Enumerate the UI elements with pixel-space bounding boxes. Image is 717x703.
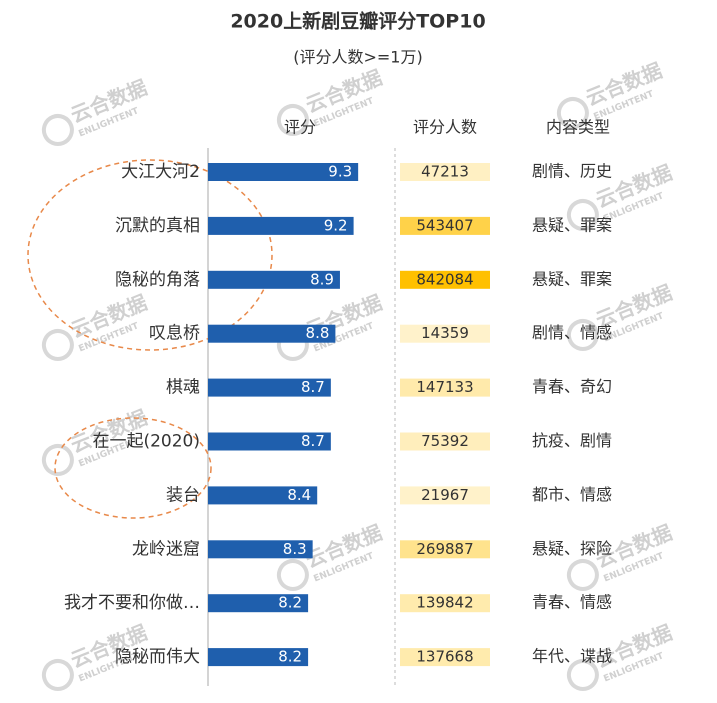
- genre-label: 悬疑、罪案: [532, 269, 612, 288]
- watermark-logo: [566, 318, 599, 351]
- bar: [208, 270, 340, 289]
- watermark-logo: [556, 96, 589, 129]
- y-tick-label: 在一起(2020): [92, 432, 200, 452]
- data-label: 8.2: [278, 594, 302, 612]
- column-header: 内容类型: [546, 118, 610, 137]
- bar: [208, 540, 313, 559]
- data-label: 9.2: [324, 216, 348, 234]
- data-label: 9.3: [328, 163, 352, 181]
- y-tick-label: 我才不要和你做…: [64, 593, 200, 613]
- genre-label: 剧情、历史: [532, 162, 612, 181]
- count-cell: [400, 216, 490, 235]
- count-cell: [400, 648, 490, 667]
- genre-label: 剧情、情感: [532, 323, 612, 342]
- count-label: 147133: [416, 378, 473, 396]
- watermark-logo: [41, 443, 74, 476]
- count-label: 21967: [421, 486, 469, 504]
- watermark-logo: [41, 658, 74, 691]
- data-label: 8.4: [287, 486, 311, 504]
- genre-label: 悬疑、罪案: [532, 215, 612, 234]
- y-tick-label: 龙岭迷窟: [132, 539, 200, 559]
- count-cell: [400, 324, 490, 343]
- count-label: 269887: [416, 540, 473, 558]
- bar: [208, 432, 331, 451]
- data-label: 8.7: [301, 378, 325, 396]
- y-tick-label: 隐秘而伟大: [115, 647, 200, 667]
- genre-label: 年代、谍战: [532, 647, 612, 666]
- count-cell: [400, 486, 490, 505]
- count-label: 47213: [421, 163, 469, 181]
- count-label: 139842: [416, 594, 473, 612]
- count-label: 137668: [416, 648, 473, 666]
- highlight-circle: [27, 159, 273, 351]
- count-label: 14359: [421, 324, 469, 342]
- count-label: 75392: [421, 432, 469, 450]
- bar: [208, 324, 336, 343]
- bar: [208, 594, 309, 613]
- watermark-logo: [41, 113, 74, 146]
- watermark-logo: [276, 103, 309, 136]
- count-cell: [400, 378, 490, 397]
- highlight-circle: [54, 417, 212, 519]
- watermark-logo: [276, 558, 309, 591]
- count-cell: [400, 540, 490, 559]
- bar: [208, 378, 331, 397]
- data-label: 8.9: [310, 270, 334, 288]
- count-cell: [400, 432, 490, 451]
- watermark-logo: [566, 658, 599, 691]
- count-label: 543407: [416, 216, 473, 234]
- column-header: 评分人数: [413, 118, 477, 137]
- watermark-logo: [41, 328, 74, 361]
- count-cell: [400, 163, 490, 181]
- watermark-logo: [566, 198, 599, 231]
- genre-label: 青春、奇幻: [532, 377, 612, 396]
- y-tick-label: 叹息桥: [149, 324, 200, 344]
- bar: [208, 486, 318, 505]
- genre-label: 青春、情感: [532, 593, 612, 612]
- y-tick-label: 沉默的真相: [115, 216, 200, 236]
- bar: [208, 163, 359, 181]
- y-tick-label: 大江大河2: [121, 162, 200, 182]
- y-tick-label: 隐秘的角落: [115, 270, 200, 290]
- bar: [208, 648, 309, 667]
- count-cell: [400, 594, 490, 613]
- data-label: 8.8: [306, 324, 330, 342]
- data-label: 8.3: [283, 540, 307, 558]
- count-label: 842084: [416, 270, 473, 288]
- watermark-logo: [566, 558, 599, 591]
- data-label: 8.2: [278, 648, 302, 666]
- data-label: 8.7: [301, 432, 325, 450]
- bar: [208, 216, 354, 235]
- chart-subtitle: (评分人数>=1万): [293, 48, 422, 67]
- y-tick-label: 棋魂: [166, 378, 200, 398]
- column-header: 评分: [284, 118, 316, 137]
- count-cell: [400, 270, 490, 289]
- genre-label: 悬疑、探险: [532, 539, 612, 558]
- genre-label: 抗疫、剧情: [532, 431, 612, 450]
- chart-title: 2020上新剧豆瓣评分TOP10: [230, 10, 485, 33]
- y-tick-label: 装台: [166, 485, 200, 505]
- genre-label: 都市、情感: [532, 485, 612, 504]
